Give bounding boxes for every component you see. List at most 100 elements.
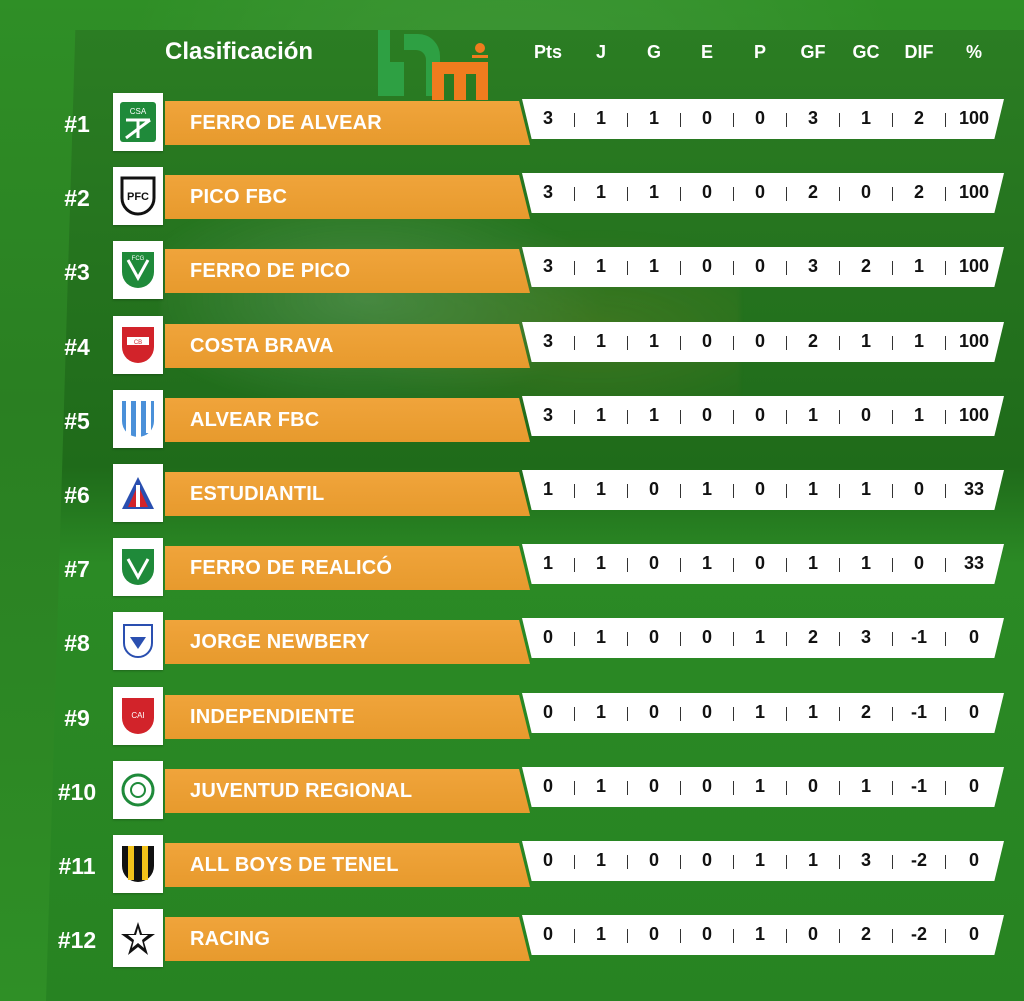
stat-e: 0	[701, 108, 712, 128]
rank-label: #5	[64, 408, 90, 434]
column-separator	[680, 558, 681, 572]
column-separator	[627, 484, 628, 498]
column-separator	[945, 558, 946, 572]
stat-pct: 100	[958, 256, 990, 276]
stat-pct: 0	[968, 850, 979, 870]
racing-crest	[113, 909, 163, 967]
stat-e: 0	[701, 850, 712, 870]
stat-p: 1	[754, 850, 765, 870]
stat-dif: 1	[913, 331, 924, 351]
stat-pct: 0	[968, 702, 979, 722]
rank-label: #12	[57, 927, 97, 953]
stat-pts: 1	[542, 553, 553, 573]
page-title: Clasificación	[165, 38, 314, 65]
stat-p: 0	[754, 182, 765, 202]
team-name-bar[interactable]: RACING	[165, 917, 530, 961]
column-separator	[892, 929, 893, 943]
column-separator	[733, 187, 734, 201]
stat-p: 1	[754, 702, 765, 722]
column-separator	[839, 632, 840, 646]
column-separator	[945, 484, 946, 498]
stat-e: 0	[701, 702, 712, 722]
column-separator	[733, 632, 734, 646]
column-separator	[627, 632, 628, 646]
column-separator	[733, 261, 734, 275]
team-name: INDEPENDIENTE	[190, 706, 355, 728]
stat-e: 0	[701, 256, 712, 276]
column-separator	[733, 336, 734, 350]
column-separator	[786, 113, 787, 127]
column-separator	[892, 336, 893, 350]
stats-row: 0 1 0 0 1 0 2 -2 0	[522, 915, 1004, 955]
team-name-bar[interactable]: FERRO DE REALICÓ	[165, 546, 530, 590]
column-header-gc: GC	[852, 42, 880, 62]
team-name-bar[interactable]: FERRO DE PICO	[165, 249, 530, 293]
column-separator	[680, 261, 681, 275]
rank-label: #3	[64, 259, 90, 285]
column-separator	[733, 929, 734, 943]
column-separator	[892, 187, 893, 201]
stat-p: 1	[754, 924, 765, 944]
stat-j: 1	[595, 553, 606, 573]
stat-j: 1	[595, 405, 606, 425]
alvear-fbc-crest	[113, 390, 163, 448]
team-name-bar[interactable]: ALVEAR FBC	[165, 398, 530, 442]
stat-e: 1	[701, 479, 712, 499]
stat-g: 0	[648, 702, 659, 722]
team-name: FERRO DE REALICÓ	[190, 557, 393, 579]
column-separator	[680, 410, 681, 424]
team-name-bar[interactable]: FERRO DE ALVEAR	[165, 101, 530, 145]
column-separator	[733, 484, 734, 498]
column-header-dif: DIF	[904, 42, 934, 62]
column-separator	[627, 336, 628, 350]
column-separator	[945, 632, 946, 646]
stat-gc: 1	[860, 553, 871, 573]
stat-pct: 0	[968, 776, 979, 796]
team-name-bar[interactable]: JORGE NEWBERY	[165, 620, 530, 664]
column-header-g: G	[646, 42, 661, 62]
stat-p: 0	[754, 108, 765, 128]
column-separator	[733, 781, 734, 795]
column-separator	[786, 929, 787, 943]
column-separator	[627, 929, 628, 943]
pico-fbc-crest: PFC	[113, 167, 163, 225]
stat-j: 1	[595, 331, 606, 351]
stat-pct: 100	[958, 182, 990, 202]
stat-gf: 2	[807, 331, 818, 351]
stat-j: 1	[595, 108, 606, 128]
team-name-bar[interactable]: JUVENTUD REGIONAL	[165, 769, 530, 813]
team-name: PICO FBC	[190, 186, 288, 208]
stat-pts: 1	[542, 479, 553, 499]
stat-j: 1	[595, 479, 606, 499]
column-separator	[574, 558, 575, 572]
stat-e: 0	[701, 924, 712, 944]
team-name-bar[interactable]: PICO FBC	[165, 175, 530, 219]
team-name-bar[interactable]: INDEPENDIENTE	[165, 695, 530, 739]
column-separator	[574, 187, 575, 201]
stat-gf: 1	[807, 702, 818, 722]
column-separator	[574, 484, 575, 498]
column-separator	[627, 707, 628, 721]
team-name: JORGE NEWBERY	[190, 631, 370, 653]
column-separator	[892, 113, 893, 127]
column-separator	[680, 632, 681, 646]
column-separator	[680, 187, 681, 201]
column-separator	[945, 929, 946, 943]
team-name-bar[interactable]: COSTA BRAVA	[165, 324, 530, 368]
column-separator	[945, 781, 946, 795]
column-separator	[733, 113, 734, 127]
stats-row: 0 1 0 0 1 2 3 -1 0	[522, 618, 1004, 658]
team-name: RACING	[190, 928, 271, 950]
stat-gc: 0	[860, 182, 871, 202]
column-header-e: E	[700, 42, 713, 62]
team-name-bar[interactable]: ESTUDIANTIL	[165, 472, 530, 516]
stat-j: 1	[595, 850, 606, 870]
stats-row: 3 1 1 0 0 3 2 1 100	[522, 247, 1004, 287]
stat-p: 1	[754, 627, 765, 647]
stat-dif: -2	[910, 850, 927, 870]
stat-gf: 2	[807, 627, 818, 647]
costa-brava-crest: CB	[113, 316, 163, 374]
stat-pts: 0	[542, 850, 553, 870]
team-name-bar[interactable]: ALL BOYS DE TENEL	[165, 843, 530, 887]
stat-gf: 1	[807, 553, 818, 573]
